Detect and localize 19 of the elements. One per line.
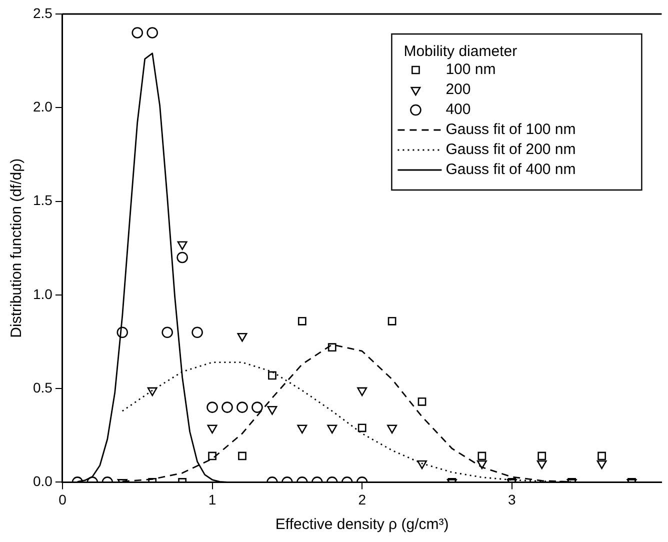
x-tick-label: 0 bbox=[58, 491, 67, 508]
legend-title: Mobility diameter bbox=[404, 43, 518, 60]
legend-label: 200 bbox=[446, 81, 471, 98]
y-tick-label: 1.0 bbox=[32, 286, 53, 302]
y-axis-title: Distribution function (df/dρ) bbox=[8, 158, 26, 338]
legend-label: 400 bbox=[446, 101, 471, 118]
y-tick-label: 0.0 bbox=[32, 473, 53, 490]
x-tick-label: 2 bbox=[358, 491, 366, 508]
y-tick-label: 1.5 bbox=[32, 192, 53, 208]
legend-label: Gauss fit of 100 nm bbox=[446, 121, 576, 138]
y-tick-label: 0.5 bbox=[32, 379, 53, 396]
x-axis-title: Effective density ρ (g/cm³) bbox=[275, 516, 449, 534]
y-tick-label: 2.0 bbox=[32, 98, 53, 114]
legend-label: 100 nm bbox=[446, 61, 496, 78]
y-tick-label: 2.5 bbox=[32, 4, 53, 21]
legend-label: Gauss fit of 400 nm bbox=[446, 161, 576, 178]
legend-label: Gauss fit of 200 nm bbox=[446, 141, 576, 158]
x-tick-label: 3 bbox=[508, 491, 516, 508]
x-tick-label: 1 bbox=[208, 491, 216, 508]
